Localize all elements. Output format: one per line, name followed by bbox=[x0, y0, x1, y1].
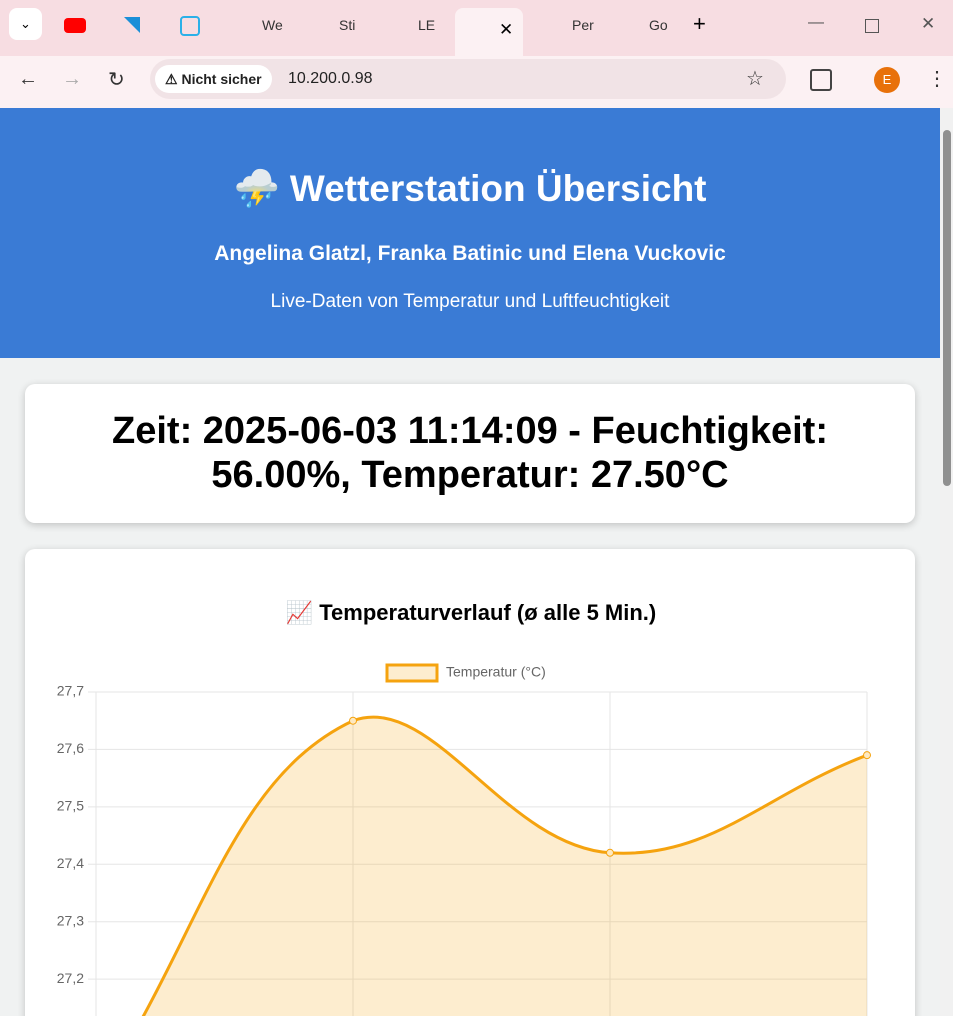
url[interactable]: 10.200.0.98 bbox=[288, 70, 373, 87]
scrollbar[interactable] bbox=[940, 108, 953, 1016]
tab-title[interactable]: We bbox=[262, 17, 283, 33]
close[interactable]: ✕ bbox=[921, 14, 936, 33]
legend-swatch bbox=[385, 663, 439, 683]
omnibox[interactable]: ⚠ Nicht sicher 10.200.0.98 ☆ bbox=[150, 59, 786, 99]
tab-icon[interactable] bbox=[180, 16, 200, 36]
reload[interactable]: ↻ bbox=[108, 69, 125, 91]
y-tick-label: 27,2 bbox=[57, 970, 84, 986]
new-tab[interactable]: + bbox=[693, 11, 706, 36]
security-chip[interactable]: ⚠ Nicht sicher bbox=[155, 65, 272, 93]
chart-card: 📈 Temperaturverlauf (ø alle 5 Min.) 27,2… bbox=[25, 549, 915, 1016]
page-title: ⛈️ Wetterstation Übersicht bbox=[233, 168, 707, 209]
minimize[interactable]: — bbox=[808, 14, 824, 31]
tab-icon[interactable] bbox=[64, 18, 86, 33]
point bbox=[863, 751, 871, 760]
authors: Angelina Glatzl, Franka Batinic und Elen… bbox=[214, 242, 726, 265]
tab-title[interactable]: Go bbox=[649, 17, 668, 33]
point bbox=[606, 848, 614, 857]
tab-icon[interactable] bbox=[124, 17, 140, 33]
maximize[interactable] bbox=[865, 19, 879, 33]
chart-title: 📈 Temperaturverlauf (ø alle 5 Min.) bbox=[286, 600, 657, 625]
y-tick-label: 27,4 bbox=[57, 855, 84, 871]
scroll-thumb[interactable] bbox=[943, 130, 951, 486]
subtitle: Live-Daten von Temperatur und Luftfeucht… bbox=[270, 291, 670, 312]
menu[interactable]: ⋮ bbox=[927, 68, 947, 90]
active-tab[interactable]: ✕ bbox=[455, 8, 523, 56]
extensions[interactable] bbox=[810, 69, 832, 91]
area bbox=[143, 717, 867, 1016]
chart: 📈 Temperaturverlauf (ø alle 5 Min.) 27,2… bbox=[57, 600, 871, 1016]
back[interactable]: ← bbox=[18, 68, 38, 90]
legend-label: Temperatur (°C) bbox=[446, 664, 546, 680]
tab-search[interactable]: ⌄ bbox=[9, 8, 42, 40]
status-card: Zeit: 2025-06-03 11:14:09 - Feuchtigkeit… bbox=[25, 384, 915, 523]
tab-title[interactable]: Per bbox=[572, 17, 594, 33]
toolbar: ← → ↻ ⚠ Nicht sicher 10.200.0.98 ☆ E ⋮ bbox=[0, 56, 953, 109]
profile[interactable]: E bbox=[874, 67, 900, 93]
tab-title[interactable]: Sti bbox=[339, 17, 356, 33]
line bbox=[141, 715, 868, 1016]
header: ⛈️ Wetterstation Übersicht Angelina Glat… bbox=[0, 108, 940, 358]
status-text: Zeit: 2025-06-03 11:14:09 - Feuchtigkeit… bbox=[112, 410, 828, 496]
tab-bar: ⌄ We Sti LE ✕ Per Go + — ✕ bbox=[0, 0, 953, 56]
y-tick-label: 27,3 bbox=[57, 912, 84, 928]
tab-title[interactable]: LE bbox=[418, 17, 436, 33]
forward[interactable]: → bbox=[62, 68, 82, 90]
y-tick-label: 27,6 bbox=[57, 740, 84, 756]
point bbox=[349, 716, 357, 725]
security-label: Nicht sicher bbox=[181, 71, 262, 87]
bookmark[interactable]: ☆ bbox=[746, 68, 764, 90]
y-tick-label: 27,5 bbox=[57, 798, 84, 814]
y-tick-label: 27,7 bbox=[57, 683, 84, 699]
